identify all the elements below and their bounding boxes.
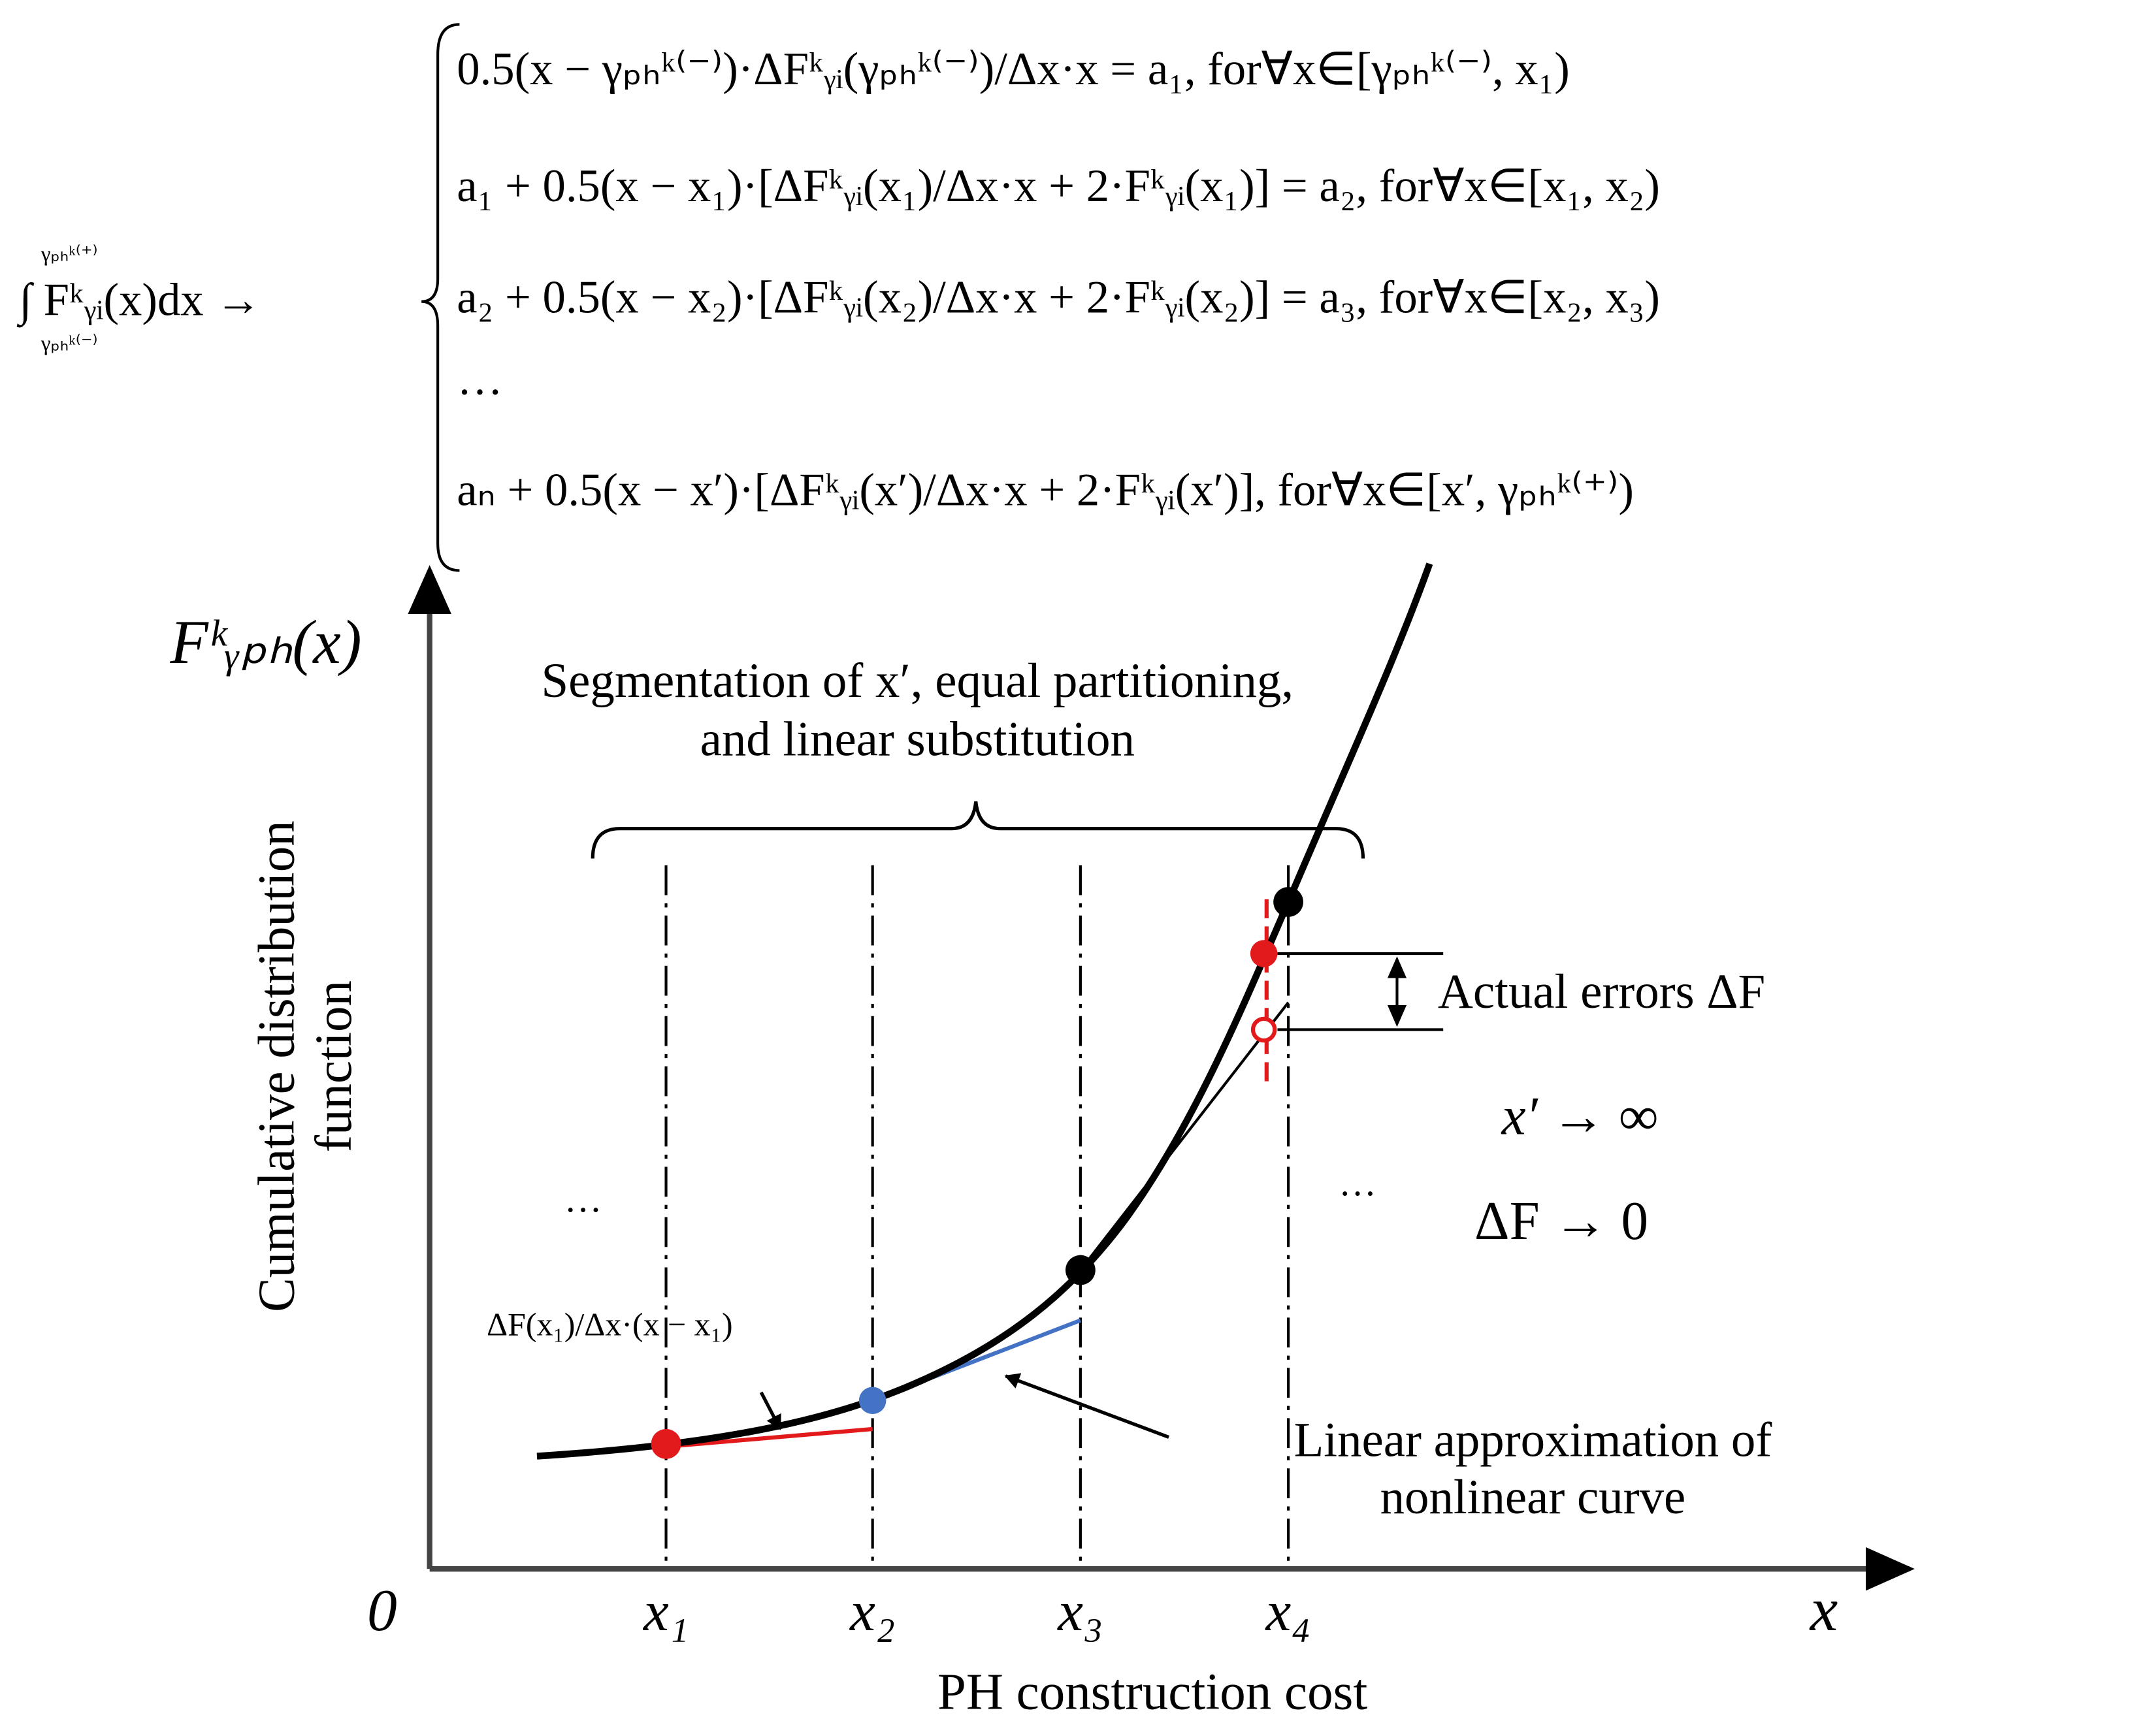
point-x1 [651,1428,681,1459]
actual-point [1250,940,1278,967]
ellipsis: ··· [1339,1172,1376,1215]
origin-label: 0 [367,1577,397,1643]
equation: aₙ + 0.5(x − x′)·[ΔFᵏᵧᵢ(x′)/Δx·x + 2·Fᵏᵧ… [457,465,1634,517]
tangent-label: ΔF(x₁)/Δx·(x − x₁) [487,1306,733,1342]
point-x3 [1066,1255,1096,1285]
tangent-arrow [759,1391,782,1430]
equation: a₂ + 0.5(x − x₂)·[ΔFᵏᵧᵢ(x₂)/Δx·x + 2·Fᵏᵧ… [457,272,1660,323]
tangent-1 [666,1426,873,1449]
integral: ∫ Fᵏᵧᵢ(x)dx → [17,275,262,328]
equation-brace [421,23,460,572]
x-tick-label: x₄ [1265,1579,1311,1643]
limit-f: ΔF → 0 [1474,1191,1648,1251]
equation: ··· [457,367,503,418]
ellipsis: ··· [564,1189,602,1231]
point-x2 [858,1387,887,1415]
brace-label: and linear substitution [700,712,1135,766]
y-axis-label: Cumulative distribution [249,820,306,1312]
y-axis-symbol: Fᵏᵧₚₕ(x) [169,607,361,677]
limit-x: x′ → ∞ [1501,1086,1658,1146]
x-tick-label: x₃ [1056,1579,1103,1643]
x-tick-label: x₁ [642,1579,689,1643]
approx-point [1250,1016,1277,1043]
integral-upper: γₚₕᵏ⁽⁺⁾ [41,242,98,266]
x-axis-label: PH construction cost [937,1664,1367,1720]
cdf-curve [536,562,1433,1460]
point-x4 [1273,887,1303,917]
integral-lower: γₚₕᵏ⁽⁻⁾ [41,332,98,356]
x-symbol: x [1809,1575,1838,1644]
approx-label: nonlinear curve [1380,1470,1686,1524]
error-arrow-heads [1387,956,1407,1027]
equation: a₁ + 0.5(x − x₁)·[ΔFᵏᵧᵢ(x₁)/Δx·x + 2·Fᵏᵧ… [457,161,1660,212]
tangent-3 [1079,1001,1290,1271]
equation: 0.5(x − γₚₕᵏ⁽⁻⁾)·ΔFᵏᵧᵢ(γₚₕᵏ⁽⁻⁾)/Δx·x = a… [457,44,1570,95]
y-axis-label: function [306,980,363,1152]
approx-label: Linear approximation of [1294,1413,1772,1468]
brace-label: Segmentation of x′, equal partitioning, [542,654,1294,708]
approx-arrow [1004,1373,1169,1439]
segment-brace [591,801,1365,859]
x-tick-label: x₂ [849,1579,895,1643]
error-label: Actual errors ΔF [1438,965,1765,1019]
